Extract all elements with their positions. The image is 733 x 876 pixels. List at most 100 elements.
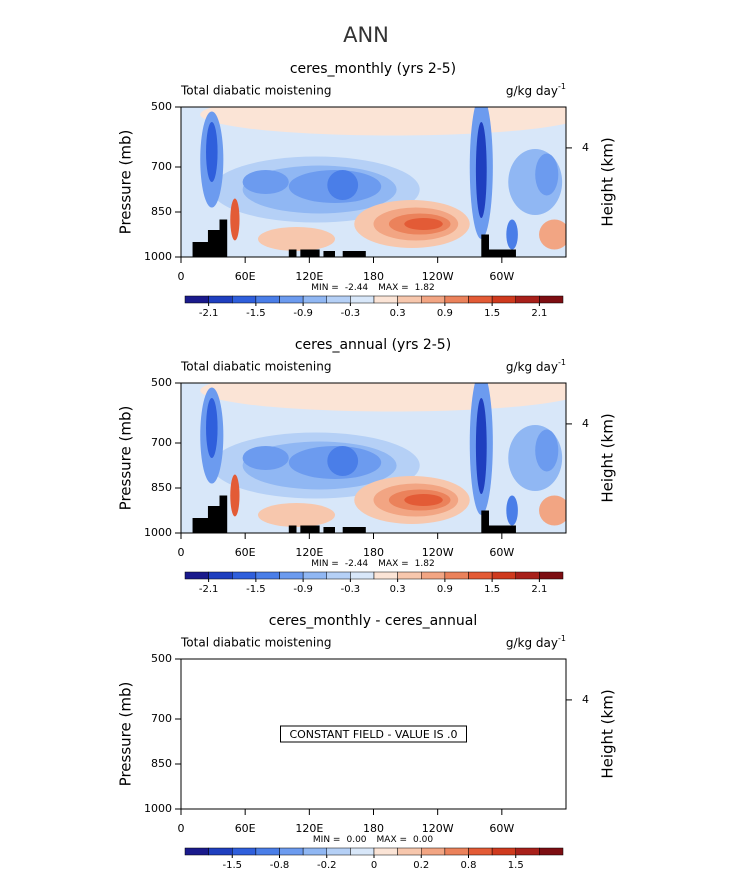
colorbar-label: 0.3 [390,308,406,319]
max-label: MAX = [378,283,409,293]
colorbar-label: -0.3 [341,308,361,319]
y-tick-label: 850 [151,757,172,770]
colorbar-cell [184,571,209,580]
colorbar-label: -2.1 [199,584,219,595]
colorbar-label: 2.1 [531,584,547,595]
contour-region [404,218,443,230]
contour-region [506,219,518,250]
panel-title: ceres_monthly - ceres_annual [269,613,478,629]
panel-title: ceres_monthly (yrs 2-5) [290,61,456,77]
left-label: Total diabatic moistening [180,360,331,374]
x-tick-label: 180 [363,270,384,283]
colorbar-cell [515,571,540,580]
min-label: MIN = [311,283,339,293]
x-tick-label: 0 [178,270,185,283]
y-tick-label: 700 [151,712,172,725]
y2-tick-label: 4 [582,417,589,430]
y2-axis-label: Height (km) [599,137,617,226]
colorbar-cell [279,571,304,580]
colorbar-label: 1.5 [484,584,500,595]
colorbar-cell [326,847,351,856]
colorbar-cell [255,295,280,304]
min-label: MIN = [313,835,341,845]
colorbar-label: -0.9 [293,308,313,319]
colorbar-cell [208,847,233,856]
max: 1.82 [415,283,435,293]
x-tick-label: 60W [489,546,514,559]
units-exponent: -1 [558,358,566,367]
colorbar-cell [326,295,351,304]
colorbar-cell [491,847,516,856]
colorbar-label: -1.5 [246,308,266,319]
x-tick-label: 180 [363,822,384,835]
panel: ceres_monthly (yrs 2-5) Total diabatic mo… [117,61,617,319]
topography [342,527,366,533]
units-exponent: -1 [558,82,566,91]
left-label: Total diabatic moistening [180,636,331,650]
colorbar-cell [539,847,564,856]
y-tick-label: 1000 [144,526,172,539]
colorbar-cell [373,847,398,856]
x-tick-label: 120W [422,270,454,283]
colorbar-label: -1.5 [222,860,242,871]
colorbar-cell [515,295,540,304]
units-label: g/kg day-1 [506,634,566,650]
x-tick-label: 120W [422,822,454,835]
contour-region [230,474,240,517]
contour-region [475,398,487,494]
contour-region [206,122,218,182]
contour-region [506,495,518,526]
colorbar-cell [397,571,422,580]
min: -2.44 [345,283,369,293]
units: g/kg day [506,636,558,650]
x-tick-label: 60E [235,546,256,559]
colorbar-cell [421,295,446,304]
y-axis-label: Pressure (mb) [117,406,135,511]
colorbar-label: 0.2 [413,860,429,871]
colorbar-cell [232,571,257,580]
contour-region [535,153,559,196]
x-tick-label: 120W [422,546,454,559]
colorbar-cell [326,571,351,580]
x-tick-label: 60W [489,270,514,283]
colorbar-cell [397,295,422,304]
figure-title: ANN [343,23,389,47]
colorbar-cell [208,295,233,304]
colorbar-cell [255,847,280,856]
colorbar-cell [491,295,516,304]
x-tick-label: 120E [295,546,323,559]
min-max: MIN = -2.44 MAX = 1.82 [311,283,434,293]
annotation: CONSTANT FIELD - VALUE IS .0 [289,728,457,741]
colorbar-cell [515,847,540,856]
contour-region [539,219,566,250]
colorbar-label: -0.2 [317,860,337,871]
annotation-box [280,725,467,743]
colorbar-cell [232,295,257,304]
colorbar-label: 0.8 [461,860,477,871]
topography [288,525,297,533]
y-tick-label: 850 [151,205,172,218]
y2-axis-label: Height (km) [599,413,617,502]
colorbar-label: -2.1 [199,308,219,319]
colorbar-cell [444,571,469,580]
contour-region [200,107,566,136]
y-tick-label: 1000 [144,802,172,815]
contour-field [181,107,566,257]
colorbar-cell [397,847,422,856]
colorbar-label: 0.9 [437,308,453,319]
panel: ceres_monthly - ceres_annual Total diabat… [117,613,617,871]
colorbar-cell [468,295,493,304]
contour-region [327,446,359,476]
contour-region [230,198,240,241]
colorbar-cell [444,295,469,304]
units-label: g/kg day-1 [506,82,566,98]
contour-region [206,398,218,458]
max: 1.82 [415,559,435,569]
x-tick-label: 0 [178,546,185,559]
y-tick-label: 700 [151,160,172,173]
contour-field [181,383,566,533]
min: 0.00 [346,835,366,845]
contour-region [200,383,566,412]
colorbar-cell [232,847,257,856]
